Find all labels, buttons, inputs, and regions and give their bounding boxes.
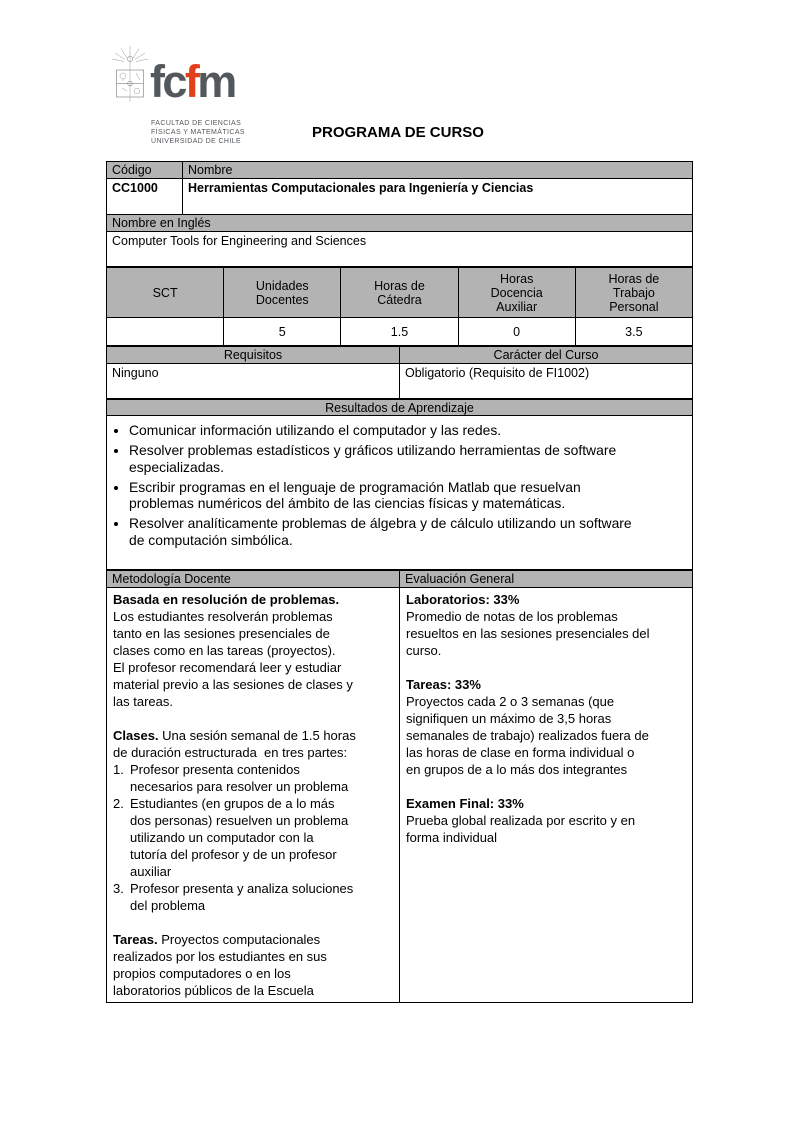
svg-text:fcfm: fcfm	[150, 58, 235, 107]
